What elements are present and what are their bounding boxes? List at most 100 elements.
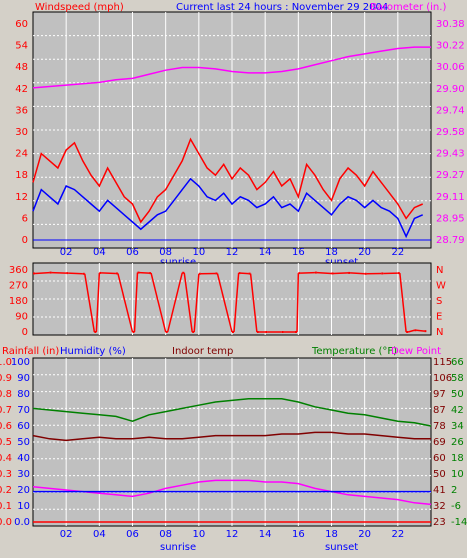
y-tick-label: 70 [17,405,30,416]
temperature-x-ticks: 02 04 06 08 10 12 14 16 18 20 22 [60,529,404,540]
y-tick-label: 0.8 [0,389,12,400]
y-tick-label: 90 [17,373,30,384]
y-tick-label: 18 [15,170,28,181]
barometer-y-ticks: 28.79 28.95 29.11 29.27 29.43 29.58 29.74 29.90… [436,19,465,246]
y-tick-label: 50 [451,389,464,400]
y-tick-label: W [436,281,446,292]
direction-trace [95,272,101,333]
sunset-label-bottom: sunset [325,542,358,553]
y-tick-label: 66 [451,357,464,368]
wind-x-ticks: 02 04 06 08 10 12 14 16 18 20 22 [60,247,404,258]
y-tick-label: N [436,265,443,276]
direction-y-ticks: 0 90 180 270 360 [9,265,28,338]
y-tick-label: 69 [433,437,446,448]
x-tick-label: 16 [292,247,305,258]
y-tick-label: 18 [451,453,464,464]
x-tick-label: 06 [126,247,139,258]
y-tick-label: -6 [451,501,461,512]
direction-trace [133,272,139,333]
direction-trace [117,273,134,333]
current-date-title: Current last 24 hours : November 29 2004 [176,2,388,13]
y-tick-label: 20 [17,485,30,496]
y-tick-label: 180 [9,296,28,307]
dewpoint-line [32,479,432,506]
windspeed-line [32,137,424,224]
barometer-line [32,46,431,89]
y-tick-label: 29.11 [436,192,465,203]
y-tick-label: 0.5 [0,437,12,448]
y-tick-label: 32 [433,501,446,512]
y-tick-label: 34 [451,421,464,432]
direction-trace [166,272,183,333]
direction-trace [68,272,83,275]
x-tick-label: 22 [391,247,404,258]
y-tick-label: 42 [451,405,464,416]
y-tick-label: 23 [433,517,446,528]
direction-trace [350,272,365,275]
y-tick-label: 1.0 [0,357,12,368]
x-tick-label: 12 [226,529,239,540]
wind-grid [33,12,431,248]
y-tick-label: 360 [9,265,28,276]
y-tick-label: 30 [17,469,30,480]
y-tick-label: 28.79 [436,235,465,246]
y-tick-label: 29.27 [436,170,465,181]
rainfall-axis-label: Rainfall (in) [2,346,59,357]
direction-trace [233,273,240,333]
direction-trace [84,273,96,333]
x-tick-label: 14 [259,247,272,258]
direction-trace [399,273,407,333]
y-tick-label: 26 [451,437,464,448]
y-tick-label: 0.9 [0,373,12,384]
y-tick-label: S [436,296,442,307]
direction-trace [34,271,50,275]
rain-humidity-y-ticks: 0.00.10.20.30.40.50.60.70.80.91.00.01020… [0,357,30,528]
y-tick-label: 28.95 [436,213,465,224]
direction-series [33,271,427,333]
barometer-axis-label: Barometer (in.) [370,2,446,13]
y-tick-label: 54 [15,41,28,52]
y-tick-label: 50 [433,469,446,480]
x-tick-label: 04 [93,529,106,540]
y-tick-label: 0.7 [0,405,12,416]
y-tick-label: 30.06 [436,62,465,73]
wind-series [32,46,431,241]
y-tick-label: 115 [433,357,452,368]
direction-trace [150,272,167,333]
direction-trace [51,271,67,274]
y-tick-label: 29.90 [436,84,465,95]
sunrise-label-bottom: sunrise [160,542,196,553]
x-tick-label: 20 [358,247,371,258]
direction-trace [193,273,200,333]
humidity-axis-label: Humidity (%) [60,346,126,357]
x-tick-label: 16 [292,529,305,540]
direction-trace [183,272,193,333]
y-tick-label: 0.2 [0,485,12,496]
y-tick-label: 60 [15,19,28,30]
y-tick-label: 80 [17,389,30,400]
y-tick-label: 58 [451,373,464,384]
y-tick-label: 106 [433,373,452,384]
y-tick-label: 36 [15,105,28,116]
direction-trace [416,329,425,332]
direction-trace [296,273,300,333]
temperature-series [32,398,432,523]
y-tick-label: 29.43 [436,149,465,160]
y-tick-label: 42 [15,84,28,95]
x-tick-label: 18 [325,247,338,258]
y-tick-label: 60 [17,421,30,432]
direction-trace [139,271,150,274]
direction-trace [333,272,349,275]
temperature-grid [33,358,431,526]
y-tick-label: 0 [22,327,28,338]
y-tick-label: 87 [433,405,446,416]
y-tick-label: 12 [15,192,28,203]
y-tick-label: 10 [17,501,30,512]
y-tick-label: 6 [22,213,28,224]
x-tick-label: 06 [126,529,139,540]
x-tick-label: 22 [391,529,404,540]
y-tick-label: 270 [9,281,28,292]
y-tick-label: E [436,312,442,323]
